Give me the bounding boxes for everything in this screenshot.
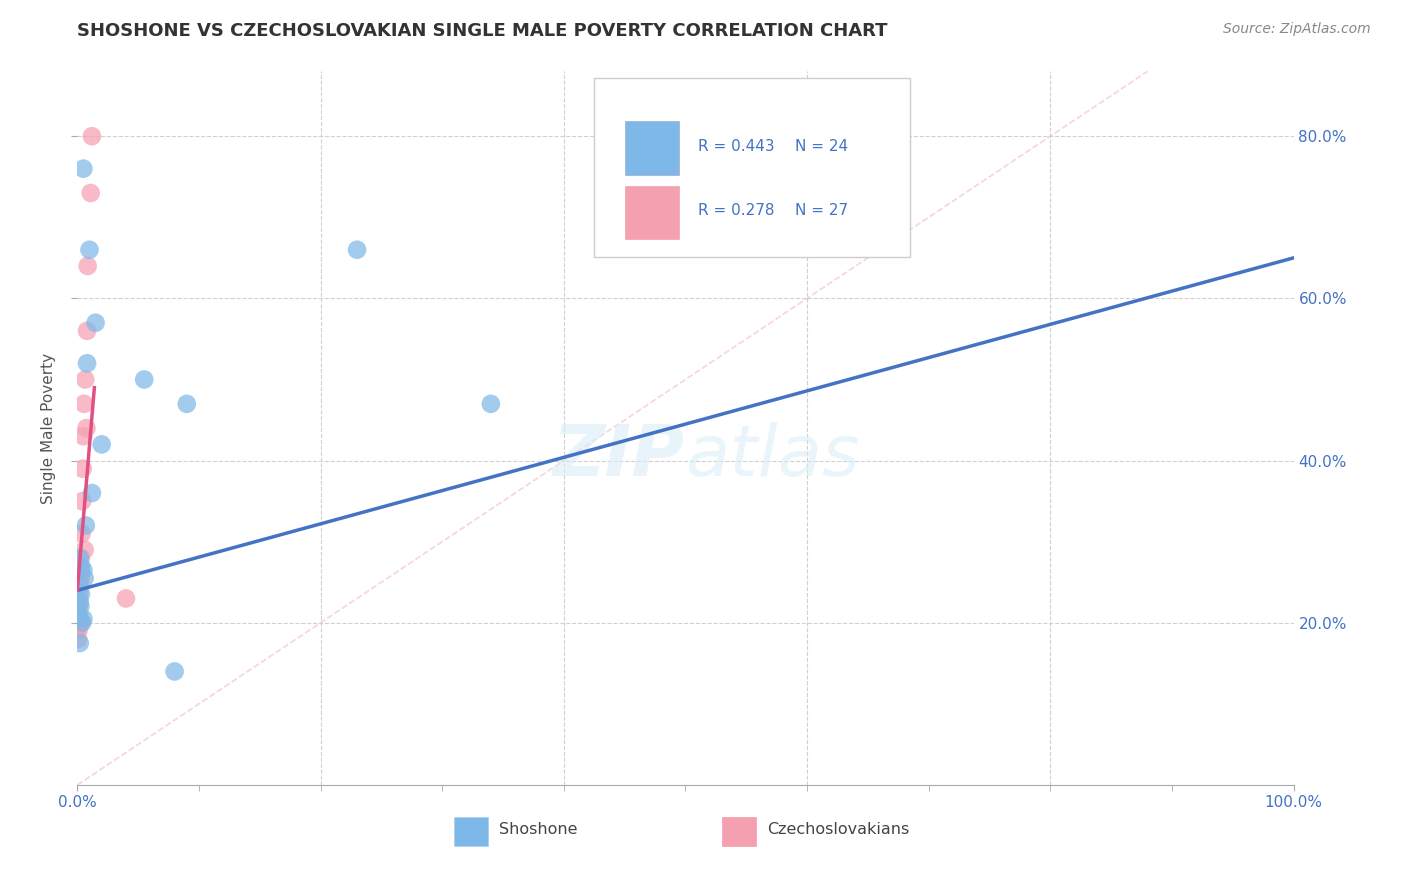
Text: SHOSHONE VS CZECHOSLOVAKIAN SINGLE MALE POVERTY CORRELATION CHART: SHOSHONE VS CZECHOSLOVAKIAN SINGLE MALE …	[77, 22, 887, 40]
Point	[69, 595, 91, 609]
Point	[346, 243, 368, 257]
Text: atlas: atlas	[686, 422, 860, 491]
Point	[176, 397, 198, 411]
Point	[479, 397, 502, 411]
Y-axis label: Single Male Poverty: Single Male Poverty	[41, 352, 56, 504]
Point	[76, 259, 98, 273]
Point	[72, 612, 94, 626]
FancyBboxPatch shape	[595, 78, 911, 257]
Point	[73, 571, 96, 585]
Point	[80, 186, 103, 200]
Point	[75, 518, 97, 533]
Text: R = 0.278: R = 0.278	[697, 203, 775, 218]
Point	[69, 636, 91, 650]
Point	[79, 243, 101, 257]
Bar	[454, 817, 488, 846]
Point	[69, 550, 91, 565]
Point	[163, 665, 186, 679]
Point	[67, 579, 90, 593]
Point	[73, 397, 96, 411]
Point	[69, 563, 91, 577]
Point	[134, 372, 156, 386]
Text: N = 27: N = 27	[794, 203, 848, 218]
Point	[72, 461, 94, 475]
Point	[70, 559, 93, 574]
Text: R = 0.443: R = 0.443	[697, 139, 775, 153]
Point	[66, 632, 89, 646]
Text: Czechoslovakians: Czechoslovakians	[766, 822, 910, 837]
Text: ZIP: ZIP	[553, 422, 686, 491]
Point	[67, 591, 90, 606]
Point	[67, 607, 90, 622]
Point	[67, 599, 90, 614]
Point	[69, 615, 91, 630]
Point	[67, 624, 90, 638]
Bar	[721, 817, 756, 846]
Point	[72, 563, 94, 577]
Point	[70, 550, 93, 565]
Point	[70, 494, 93, 508]
Point	[69, 575, 91, 590]
Point	[67, 604, 90, 618]
Text: N = 24: N = 24	[794, 139, 848, 153]
Point	[75, 372, 97, 386]
Point	[80, 129, 103, 144]
Bar	[624, 121, 679, 175]
Point	[67, 620, 90, 634]
Point	[75, 421, 97, 435]
Point	[73, 542, 96, 557]
Point	[70, 526, 93, 541]
Point	[80, 486, 103, 500]
Bar	[624, 186, 679, 239]
Point	[84, 316, 107, 330]
Point	[72, 429, 94, 443]
Point	[115, 591, 138, 606]
Point	[70, 615, 93, 630]
Point	[69, 571, 91, 585]
Text: Shoshone: Shoshone	[499, 822, 578, 837]
Point	[69, 583, 91, 598]
Text: Source: ZipAtlas.com: Source: ZipAtlas.com	[1223, 22, 1371, 37]
Point	[70, 587, 93, 601]
Point	[66, 607, 89, 622]
Point	[72, 161, 94, 176]
Point	[90, 437, 112, 451]
Point	[76, 356, 98, 370]
Point	[69, 599, 91, 614]
Point	[76, 324, 98, 338]
Point	[69, 612, 91, 626]
